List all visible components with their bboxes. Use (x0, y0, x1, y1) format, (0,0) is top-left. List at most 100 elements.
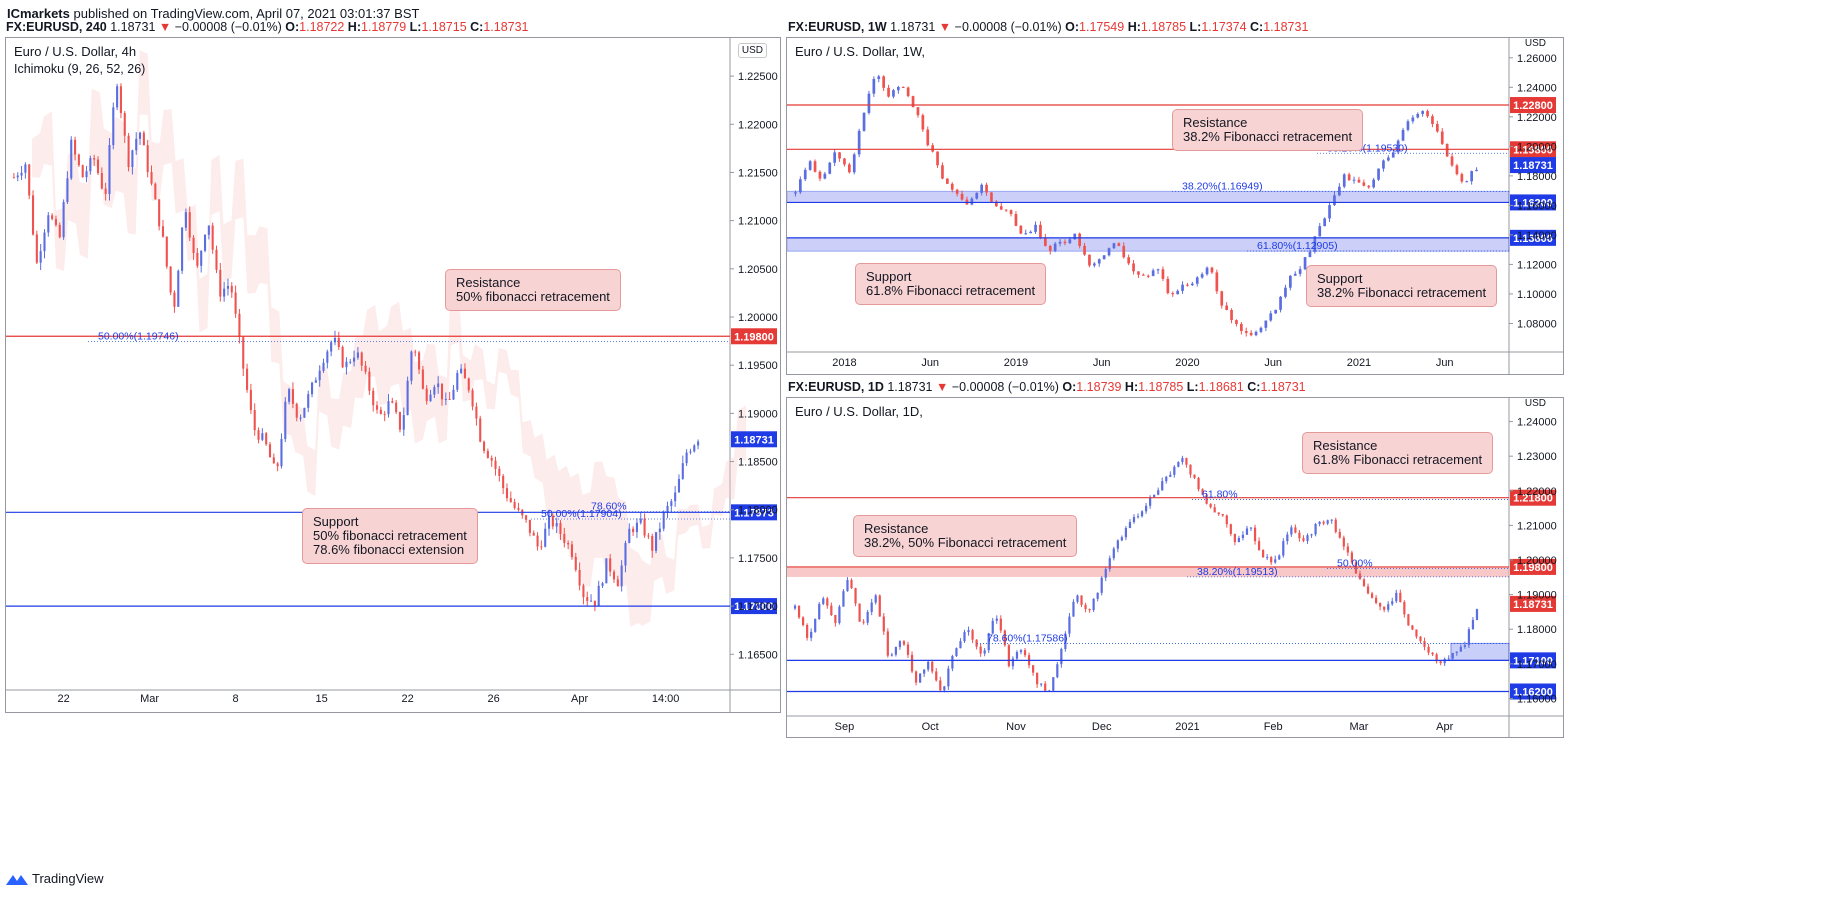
candle (814, 618, 817, 633)
candle-body (632, 528, 635, 533)
candle (1181, 281, 1184, 294)
candle-body (295, 403, 298, 418)
candle (490, 455, 493, 467)
candle-body (387, 401, 390, 415)
candle (826, 596, 829, 609)
chart-title: Euro / U.S. Dollar, 1W, (795, 44, 926, 59)
candle (184, 208, 187, 231)
candle (322, 358, 325, 373)
candle (1330, 519, 1333, 524)
candle (955, 647, 958, 657)
candle-body (806, 624, 809, 638)
candle-body (846, 580, 849, 592)
x-tick-label: Sep (835, 721, 855, 733)
candle-body (1112, 548, 1115, 559)
candle-body (475, 406, 478, 419)
candle (1171, 291, 1175, 297)
candle (1029, 230, 1032, 234)
candle-body (1078, 233, 1081, 246)
candle (1036, 672, 1039, 688)
candle-body (901, 87, 905, 89)
candle (670, 498, 673, 513)
candle (926, 126, 930, 147)
candle (1117, 242, 1121, 247)
candle (867, 90, 871, 115)
price-label: 1.21800 (1513, 493, 1553, 505)
candle (1293, 271, 1297, 276)
candle-body (1426, 111, 1429, 117)
fib-level-label: 78.60% (591, 501, 627, 513)
chart-panel-4h[interactable]: 1.19800 1.17973 1.17000 1.18731 50.00%(1.197… (5, 37, 781, 713)
candle (985, 182, 988, 196)
candle (1270, 556, 1273, 565)
candle-body (947, 668, 950, 687)
y-tick-label: 1.22000 (1517, 486, 1557, 498)
candle-body (1455, 165, 1459, 175)
candle-body (1245, 528, 1249, 535)
candle-body (421, 369, 424, 389)
candle (482, 440, 486, 454)
candle-body (939, 680, 942, 691)
candle-body (971, 630, 974, 640)
candle (818, 602, 821, 620)
publish-info: published on TradingView.com, April 07, … (73, 6, 420, 21)
y-tick-label: 1.26000 (1517, 53, 1557, 65)
tradingview-footer[interactable]: TradingView (6, 871, 104, 886)
candle-body (1294, 527, 1297, 533)
candle-body (509, 498, 512, 503)
candle (1284, 284, 1287, 299)
candle-body (946, 178, 949, 184)
candle (1338, 183, 1341, 197)
chart-4h-svg[interactable]: 1.19800 1.17973 1.17000 1.18731 50.00%(1.197… (6, 38, 780, 712)
candle-body (647, 535, 650, 537)
candle-body (123, 113, 126, 136)
candle-body (440, 383, 444, 400)
candle (1407, 613, 1410, 626)
chart-weekly-svg[interactable]: 1.22800 1.19800 1.18731 1.16200 1.13800 38.20… (787, 38, 1563, 374)
candle-body (906, 87, 910, 97)
price-label-bg (1510, 194, 1556, 211)
candle (1023, 647, 1027, 658)
candle (886, 628, 889, 658)
chart-daily-svg[interactable]: 1.21800 1.19800 1.18731 1.17100 1.16200 61.80… (787, 398, 1563, 737)
candle (624, 540, 627, 573)
candle (1244, 327, 1248, 337)
candle (999, 615, 1002, 634)
candle-body (838, 152, 841, 159)
price-label-bg (731, 504, 777, 521)
fib-level-label: 50.00% (1337, 558, 1373, 570)
candle-body (395, 402, 398, 413)
candle-body (1395, 592, 1398, 602)
candle-body (801, 617, 805, 625)
candle-body (1406, 121, 1410, 130)
candle (1445, 143, 1449, 158)
chart-panel-daily[interactable]: 1.21800 1.19800 1.18731 1.17100 1.16200 61.80… (786, 397, 1564, 738)
candle-body (1004, 209, 1008, 211)
candle (1367, 184, 1371, 189)
candle-body (1259, 327, 1263, 332)
price-label-bg (731, 328, 777, 345)
candle-body (620, 565, 623, 587)
candle-body (1401, 129, 1405, 141)
price-label-bg (1510, 141, 1556, 158)
candle-body (1220, 291, 1224, 306)
candle (1205, 266, 1209, 276)
candle (116, 83, 119, 111)
candle-body (1019, 225, 1023, 234)
fib-level-label: 78.60%(1.17586) (987, 633, 1068, 645)
price-label-bg (1510, 652, 1556, 669)
candle-body (960, 193, 964, 200)
candle-body (35, 234, 38, 263)
candle-body (979, 646, 982, 654)
candle (280, 433, 283, 469)
candle-body (1209, 503, 1212, 508)
candle-body (1306, 535, 1309, 541)
candle-body (1140, 511, 1144, 517)
candle (89, 155, 92, 175)
x-tick-label: Mar (140, 693, 159, 705)
chart-panel-weekly[interactable]: 1.22800 1.19800 1.18731 1.16200 1.13800 38.20… (786, 37, 1564, 375)
candle (1313, 236, 1317, 254)
candle-body (265, 433, 268, 445)
candle-body (1347, 174, 1351, 181)
support-callout: Support 50% fibonacci retracement 78.6% … (302, 508, 478, 564)
